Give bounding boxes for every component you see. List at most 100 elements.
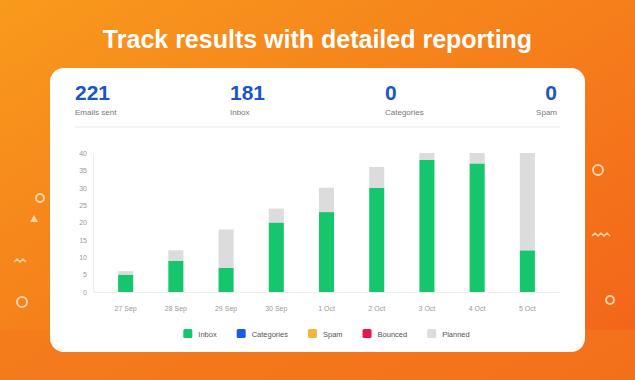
y-tick: 5: [83, 271, 93, 278]
background: [0, 0, 635, 380]
stat-label: Spam: [536, 108, 557, 117]
stat-value: 181: [230, 81, 265, 104]
stat-value: 221: [75, 81, 110, 104]
x-tick: 5 Oct: [519, 292, 536, 312]
x-tick: 28 Sep: [165, 292, 187, 313]
bar: [419, 160, 434, 292]
x-tick: 30 Sep: [265, 292, 287, 313]
x-axis: 27 Sep 28 Sep 29 Sep 30 Sep 1 Oct 2 Oct 3 Oct 4…: [94, 292, 561, 313]
y-tick: 20: [79, 219, 93, 226]
legend-swatch: [427, 329, 436, 338]
stat: 181 Inbox: [230, 81, 265, 117]
bar: [219, 229, 234, 267]
bar: [369, 188, 384, 292]
x-tick-label: 3 Oct: [419, 305, 436, 312]
x-tick-label: 29 Sep: [215, 305, 237, 313]
x-tick: 4 Oct: [469, 292, 486, 312]
decoration-zigzag: [592, 233, 610, 236]
series-bars: [118, 153, 535, 275]
decoration-zigzag: [14, 259, 26, 262]
x-tick-label: 28 Sep: [165, 305, 187, 313]
y-tick: 10: [79, 254, 93, 261]
y-tick: 40: [79, 150, 93, 157]
bar: [168, 250, 183, 260]
y-tick-label: 30: [79, 184, 87, 191]
y-tick-label: 40: [79, 150, 87, 157]
bar: [319, 188, 334, 212]
y-tick-label: 20: [79, 219, 87, 226]
legend-label: Planned: [442, 330, 470, 339]
series-bars: [118, 160, 535, 292]
stat: 221 Emails sent: [75, 81, 117, 117]
bar: [118, 271, 133, 274]
legend-label: Spam: [323, 330, 343, 339]
bar: [520, 153, 535, 250]
bar: [118, 275, 133, 292]
y-tick: 15: [79, 237, 93, 244]
legend-swatch: [237, 329, 246, 338]
x-tick: 29 Sep: [215, 292, 237, 313]
stat-label: Categories: [385, 108, 424, 117]
legend-label: Bounced: [378, 330, 408, 339]
x-tick-label: 1 Oct: [318, 305, 335, 312]
y-tick-label: 25: [79, 202, 87, 209]
legend-swatch: [308, 329, 317, 338]
legend-swatch: [183, 329, 192, 338]
bar: [168, 261, 183, 292]
bar: [419, 153, 434, 160]
bar: [369, 167, 384, 188]
x-tick-label: 5 Oct: [519, 305, 536, 312]
x-tick: 27 Sep: [115, 292, 137, 313]
bar: [319, 212, 334, 292]
y-tick-label: 35: [79, 167, 87, 174]
x-tick: 3 Oct: [419, 292, 436, 312]
legend-label: Inbox: [198, 330, 217, 339]
legend: Inbox Categories Spam Bounced Planned: [183, 329, 469, 339]
stat: 0 Spam: [536, 81, 557, 117]
legend-label: Categories: [252, 330, 289, 339]
bar: [470, 163, 485, 292]
bar: [470, 153, 485, 163]
y-tick: 35: [79, 167, 93, 174]
y-tick: 30: [79, 184, 93, 191]
bar: [520, 250, 535, 292]
x-tick: 2 Oct: [368, 292, 385, 312]
decoration-circle: [17, 297, 27, 307]
bars: [118, 153, 535, 292]
x-tick-label: 4 Oct: [469, 305, 486, 312]
decoration-circle: [36, 194, 44, 202]
x-tick-label: 2 Oct: [368, 305, 385, 312]
x-tick-label: 30 Sep: [265, 305, 287, 313]
y-tick-label: 5: [83, 271, 87, 278]
separator: [75, 127, 560, 128]
decoration-circle: [606, 296, 614, 304]
legend-item: Spam: [308, 329, 343, 339]
stat-label: Emails sent: [75, 108, 117, 117]
legend-swatch: [363, 329, 372, 338]
stat-label: Inbox: [230, 108, 250, 117]
x-axis-line: [94, 292, 561, 293]
bar: [269, 223, 284, 293]
y-tick-label: 0: [83, 289, 87, 296]
heading: Track results with detailed reporting: [103, 25, 532, 53]
legend-item: Categories: [237, 329, 289, 339]
x-tick: 1 Oct: [318, 292, 335, 312]
x-tick-label: 27 Sep: [115, 305, 137, 313]
decoration-triangle: [30, 215, 38, 222]
legend-item: Inbox: [183, 329, 217, 339]
y-tick: 0: [83, 289, 93, 296]
y-axis: 0 5 10 15 20 25 30 35 40: [79, 150, 93, 296]
stat: 0 Categories: [385, 81, 424, 117]
legend-item: Planned: [427, 329, 470, 339]
decoration-circle: [593, 165, 603, 175]
y-tick: 25: [79, 202, 93, 209]
card: [50, 68, 585, 352]
stat-value: 0: [545, 81, 557, 104]
bar: [269, 209, 284, 223]
y-tick-label: 10: [79, 254, 87, 261]
page: Track results with detailed reporting 221…: [0, 0, 635, 380]
y-tick-label: 15: [79, 237, 87, 244]
y-axis-line: [93, 154, 94, 293]
bar: [219, 268, 234, 292]
stat-value: 0: [385, 81, 397, 104]
